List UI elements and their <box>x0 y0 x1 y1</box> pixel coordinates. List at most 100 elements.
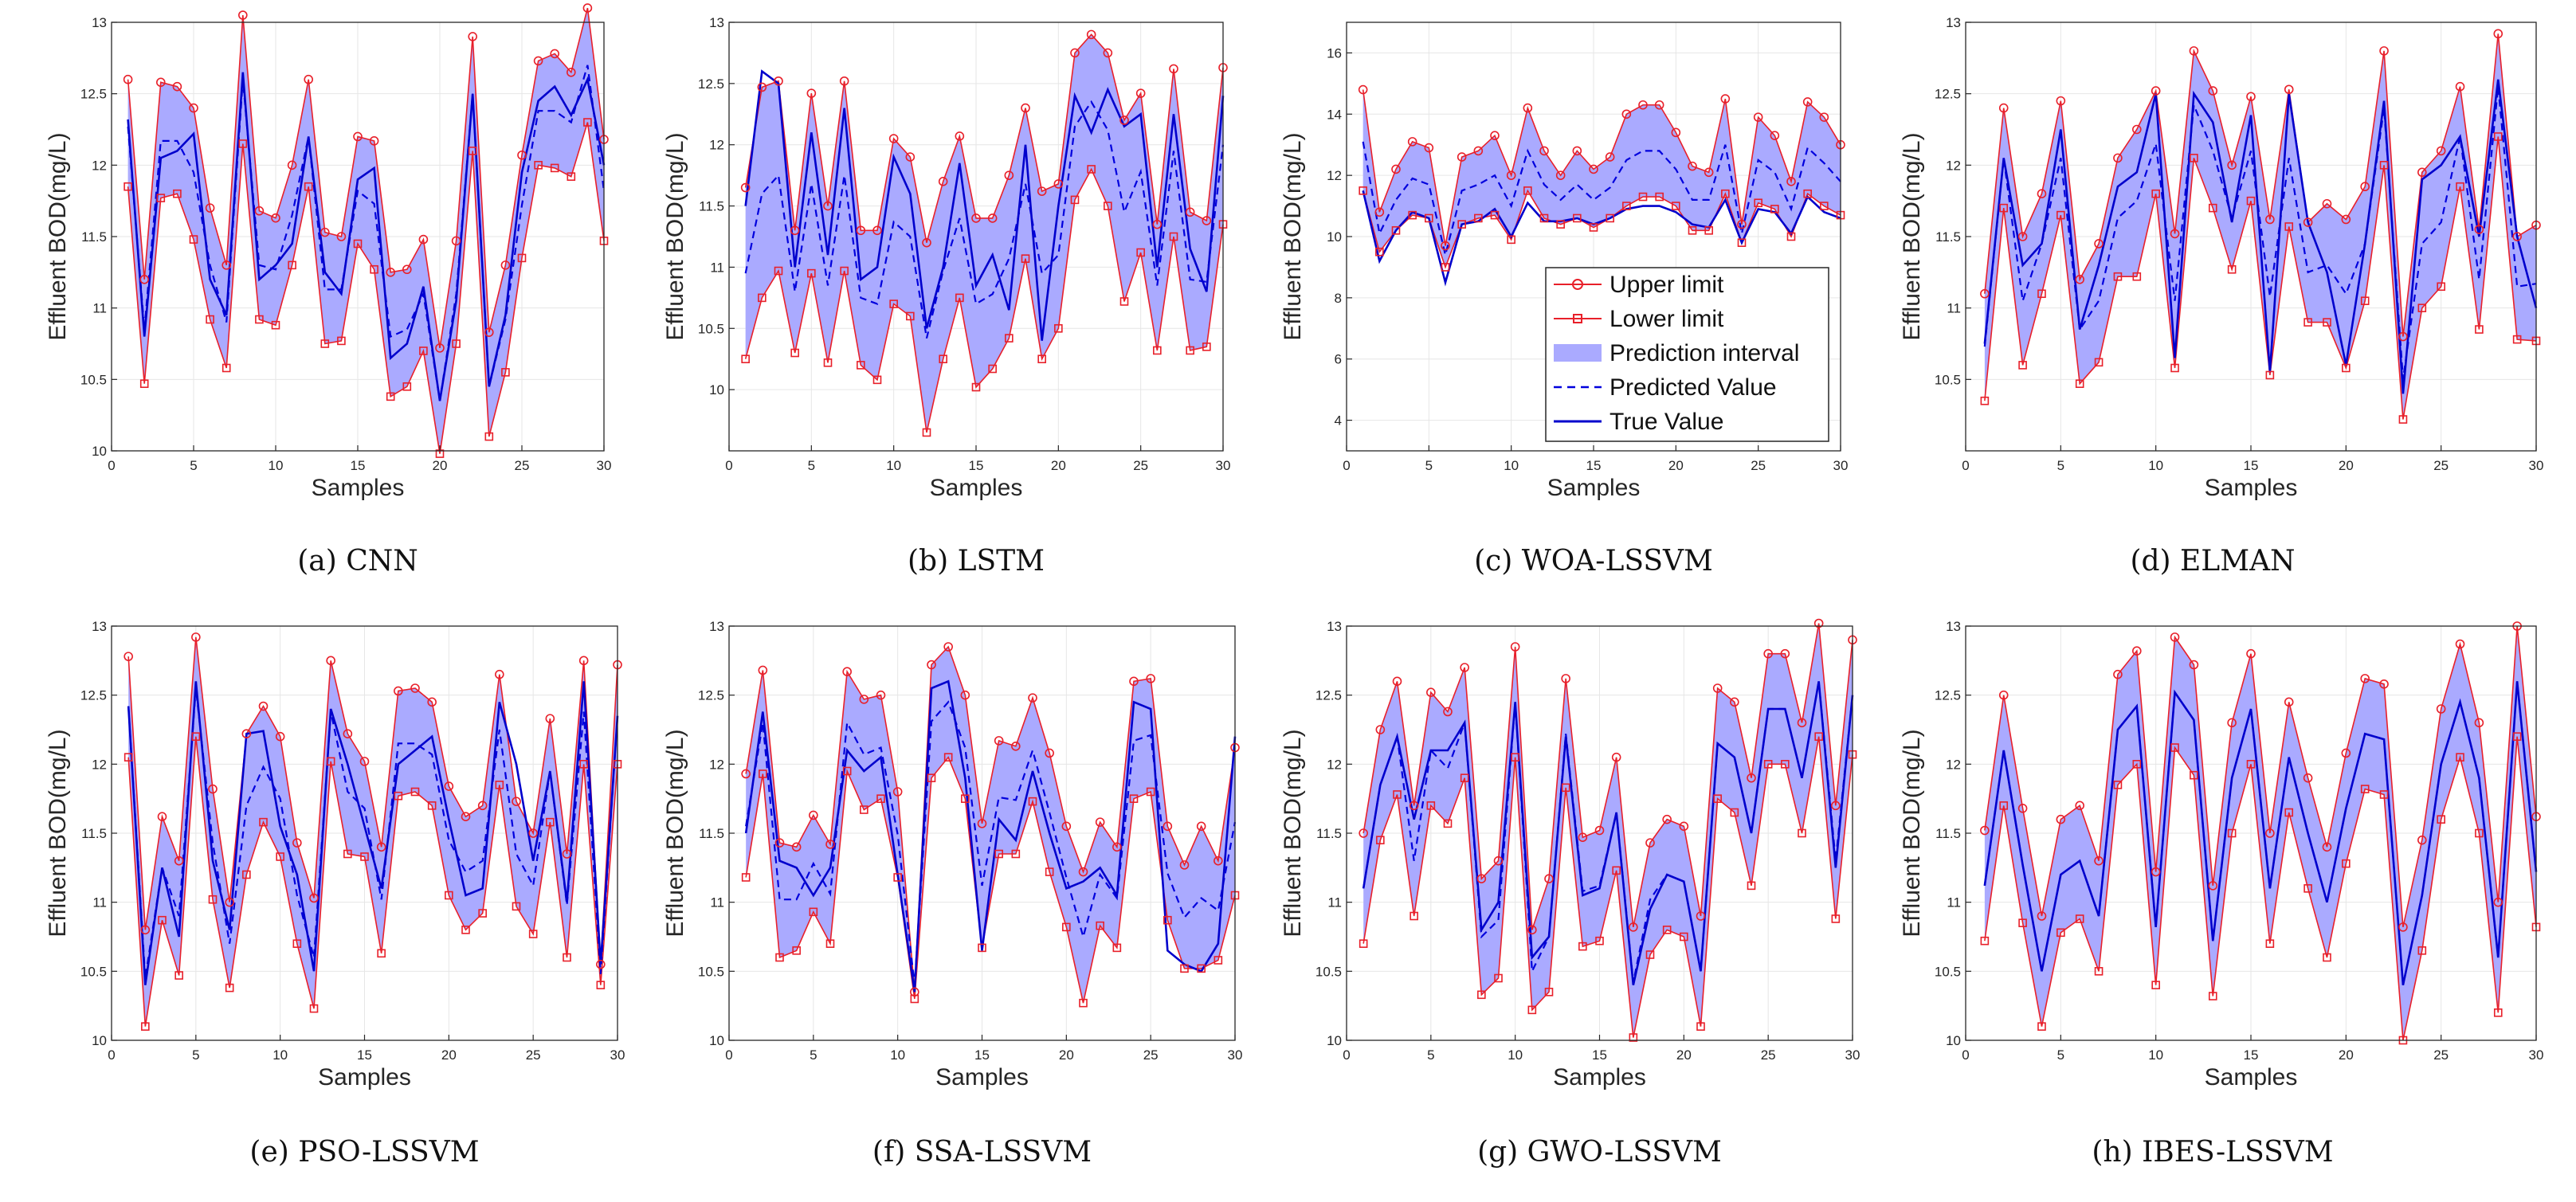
upper-limit-point <box>2379 46 2389 56</box>
upper-limit-point <box>241 729 252 739</box>
lower-limit-point <box>2304 318 2312 327</box>
y-tick-label: 12.5 <box>1315 688 1342 703</box>
upper-limit-point <box>758 665 768 675</box>
lower-limit-point <box>1087 165 1096 174</box>
upper-limit-point <box>2113 669 2123 679</box>
lower-limit-point <box>2398 415 2408 424</box>
upper-limit-point <box>1460 663 1469 672</box>
upper-limit-point <box>2170 632 2180 642</box>
lower-limit-point <box>988 364 997 374</box>
upper-limit-point <box>1611 752 1621 762</box>
lower-limit-point <box>495 781 504 789</box>
lower-limit-point <box>1443 819 1453 828</box>
lower-limit-point <box>1376 836 1385 844</box>
lower-limit-point <box>2342 859 2351 868</box>
upper-limit-point <box>1103 48 1113 58</box>
y-tick-label: 12.5 <box>1935 688 1961 703</box>
upper-limit-point <box>2056 96 2066 106</box>
lower-limit-point <box>1359 939 1368 948</box>
upper-limit-point <box>2417 835 2427 845</box>
upper-limit-point <box>2265 828 2275 838</box>
lower-limit-line <box>1362 189 1841 269</box>
y-tick-label: 11.5 <box>1316 826 1342 841</box>
lower-limit-point <box>386 392 395 401</box>
upper-limit-point <box>533 56 543 66</box>
lower-limit-point <box>484 432 494 441</box>
lower-limit-point <box>1494 973 1503 983</box>
x-tick-label: 30 <box>597 458 612 473</box>
upper-limit-point <box>2017 232 2028 241</box>
y-tick-label: 10.5 <box>80 372 107 387</box>
true-value-line <box>1362 190 1841 287</box>
upper-limit-point <box>1424 143 1434 153</box>
lower-limit-point <box>1721 189 1730 198</box>
upper-limit-point <box>2208 86 2218 96</box>
lower-limit-point <box>343 849 352 859</box>
lower-limit-point <box>337 336 346 346</box>
lower-limit-point <box>124 753 133 762</box>
lower-limit-point <box>1737 238 1747 247</box>
upper-limit-point <box>1359 828 1368 838</box>
lower-limit-point <box>994 849 1003 859</box>
lower-limit-point <box>288 260 296 270</box>
lower-limit-point <box>2151 981 2160 989</box>
y-tick-label: 10 <box>709 1033 724 1048</box>
upper-limit-point <box>1021 103 1030 113</box>
lower-limit-point <box>1980 936 1990 946</box>
upper-limit-point <box>1629 922 1638 932</box>
upper-limit-point <box>839 76 849 86</box>
lower-limit-point <box>1730 808 1739 817</box>
upper-limit-point <box>1730 697 1739 707</box>
upper-limit-point <box>876 690 886 700</box>
lower-limit-point <box>2512 732 2522 741</box>
upper-limit-point <box>1045 748 1054 758</box>
upper-limit-point <box>500 260 511 270</box>
x-tick-label: 10 <box>1508 1047 1523 1063</box>
lower-limit-point <box>943 753 953 762</box>
upper-limit-point <box>1004 170 1014 180</box>
y-tick-label: 11 <box>710 895 724 910</box>
lower-limit-point <box>222 363 231 373</box>
upper-limit-point <box>1214 855 1223 866</box>
y-axis-label: Effluent BOD(mg/L) <box>1899 729 1925 937</box>
upper-limit-point <box>1605 152 1615 162</box>
y-tick-label: 10.5 <box>80 964 107 979</box>
lower-limit-point <box>326 757 335 766</box>
lower-limit-point <box>961 794 970 803</box>
x-tick-label: 20 <box>1668 458 1684 473</box>
lower-limit-point <box>2151 189 2160 198</box>
lower-limit-point <box>550 163 559 173</box>
chart-panel-1: 0 5 10 15 20 25 30 10 10.5 11 11.5 12 12.5 13 Samples E… <box>45 3 612 578</box>
upper-limit-point <box>809 810 818 820</box>
lower-limit-point <box>840 266 849 276</box>
x-tick-label: 0 <box>1343 1047 1350 1063</box>
upper-limit-point <box>402 264 412 275</box>
upper-limit-point <box>1053 179 1064 189</box>
upper-limit-point <box>1679 821 1689 832</box>
upper-limit-point <box>1202 216 1212 225</box>
upper-limit-point <box>1185 207 1195 217</box>
lower-limit-point <box>1391 226 1401 235</box>
lower-limit-point <box>141 1022 150 1031</box>
upper-limit-point <box>2132 124 2142 135</box>
lower-limit-point <box>2456 182 2464 191</box>
upper-limit-point <box>2113 153 2123 163</box>
y-tick-label: 11.5 <box>81 826 107 841</box>
upper-limit-point <box>2037 911 2047 921</box>
lower-limit-point <box>792 946 801 955</box>
x-axis-label: Samples <box>930 475 1023 501</box>
lower-limit-point <box>1021 254 1030 263</box>
upper-limit-point <box>1179 860 1190 870</box>
upper-limit-point <box>2493 29 2503 39</box>
y-tick-label: 13 <box>92 15 107 30</box>
upper-limit-point <box>484 327 494 337</box>
lower-limit-point <box>790 348 799 358</box>
y-axis-label: Effluent BOD(mg/L) <box>45 132 71 340</box>
panel-caption: (g) GWO-LSSVM <box>1477 1136 1722 1169</box>
upper-limit-point <box>1544 874 1554 883</box>
upper-limit-point <box>1555 170 1566 180</box>
x-tick-label: 5 <box>1427 1047 1434 1063</box>
lower-limit-point <box>1146 787 1155 797</box>
x-tick-label: 15 <box>1592 1047 1607 1063</box>
x-tick-label: 25 <box>1133 458 1148 473</box>
